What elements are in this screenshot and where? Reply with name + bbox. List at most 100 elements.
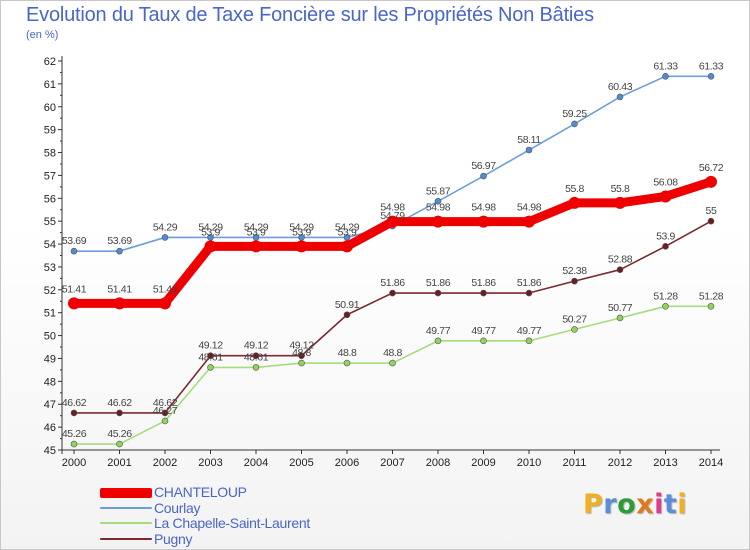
data-label-chanteloup: 51.41 xyxy=(153,283,178,295)
data-point-courlay xyxy=(616,93,624,101)
data-label-courlay: 61.33 xyxy=(699,60,724,72)
x-tick-label: 2001 xyxy=(107,457,131,469)
data-label-la-chapelle-saint-laurent: 48.8 xyxy=(292,347,311,359)
data-label-courlay: 53.69 xyxy=(107,235,132,247)
x-tick-label: 2006 xyxy=(335,457,359,469)
x-tick-label: 2011 xyxy=(563,457,587,469)
data-label-courlay: 54.29 xyxy=(198,221,223,233)
data-point-pugny xyxy=(207,352,214,360)
data-label-pugny: 49.12 xyxy=(289,340,314,352)
legend-label-chanteloup: CHANTELOUP xyxy=(154,484,247,500)
data-label-courlay: 54.79 xyxy=(380,210,405,222)
data-label-courlay: 56.97 xyxy=(471,160,496,172)
data-label-courlay: 54.29 xyxy=(244,221,269,233)
data-point-pugny xyxy=(434,289,442,297)
data-point-pugny xyxy=(525,289,533,297)
data-label-courlay: 60.43 xyxy=(608,81,633,93)
data-label-pugny: 46.62 xyxy=(62,397,87,409)
data-label-pugny: 50.91 xyxy=(335,299,360,311)
data-point-courlay xyxy=(116,247,123,255)
data-point-pugny xyxy=(662,243,669,250)
data-point-pugny xyxy=(707,217,715,225)
data-label-la-chapelle-saint-laurent: 45.26 xyxy=(62,428,87,440)
data-label-chanteloup: 54.98 xyxy=(380,202,405,214)
data-point-courlay xyxy=(571,120,578,128)
logo-letter: t xyxy=(663,489,678,520)
data-point-pugny xyxy=(616,266,624,273)
data-point-chanteloup xyxy=(204,240,217,253)
data-point-chanteloup xyxy=(477,215,490,228)
y-tick-label: 58 xyxy=(44,148,56,160)
data-point-la-chapelle-saint-laurent xyxy=(571,326,578,333)
chart-title: Evolution du Taux de Taxe Foncière sur l… xyxy=(26,4,594,26)
logo-letter: i xyxy=(654,489,664,520)
data-label-chanteloup: 54.98 xyxy=(471,202,496,214)
data-point-chanteloup xyxy=(705,175,717,188)
x-tick-label: 2002 xyxy=(153,457,177,469)
data-point-courlay xyxy=(525,146,533,154)
logo-letter: i xyxy=(677,489,688,520)
data-label-la-chapelle-saint-laurent: 50.27 xyxy=(562,313,587,325)
data-point-pugny xyxy=(343,311,351,319)
data-label-chanteloup: 56.08 xyxy=(653,176,678,188)
data-point-chanteloup xyxy=(113,297,126,310)
data-point-chanteloup xyxy=(250,240,262,253)
data-point-la-chapelle-saint-laurent xyxy=(662,302,669,310)
data-label-pugny: 49.12 xyxy=(198,340,223,352)
data-point-chanteloup xyxy=(614,196,626,209)
data-label-chanteloup: 51.41 xyxy=(62,283,87,295)
data-point-courlay xyxy=(662,73,669,80)
axes: 45 46 47 48 49 50 51 52 53 54 55 56 57 58 59 60 61 62 2000… xyxy=(44,56,723,469)
data-label-pugny: 51.86 xyxy=(517,277,542,289)
data-point-la-chapelle-saint-laurent xyxy=(298,359,305,367)
data-label-la-chapelle-saint-laurent: 48.8 xyxy=(338,347,357,359)
data-label-la-chapelle-saint-laurent: 49.77 xyxy=(517,325,542,337)
data-label-chanteloup: 53.9 xyxy=(247,226,266,238)
y-tick-label: 51 xyxy=(44,308,56,320)
data-label-chanteloup: 51.41 xyxy=(107,283,132,295)
data-point-pugny xyxy=(298,352,305,360)
data-label-chanteloup: 54.98 xyxy=(426,202,451,214)
data-point-pugny xyxy=(480,289,487,297)
data-point-chanteloup xyxy=(68,297,80,310)
y-tick-label: 53 xyxy=(44,262,56,274)
x-tick-label: 2010 xyxy=(517,457,541,469)
data-point-courlay xyxy=(480,172,487,180)
logo-letter: r xyxy=(603,489,618,520)
data-point-chanteloup xyxy=(568,196,581,209)
legend-swatch-la-chapelle xyxy=(100,522,152,524)
legend-label-courlay: Courlay xyxy=(154,499,201,516)
legend-swatch-courlay xyxy=(100,506,152,509)
data-point-la-chapelle-saint-laurent xyxy=(389,359,396,367)
data-point-la-chapelle-saint-laurent xyxy=(252,364,260,371)
x-tick-label: 2009 xyxy=(471,457,495,469)
data-point-pugny xyxy=(571,277,578,285)
data-label-pugny: 51.86 xyxy=(471,277,496,289)
y-tick-label: 54 xyxy=(44,239,56,251)
data-point-chanteloup xyxy=(432,215,444,228)
data-label-pugny: 52.88 xyxy=(608,254,633,266)
data-label-chanteloup: 56.72 xyxy=(699,162,724,174)
x-tick-label: 2003 xyxy=(198,457,222,469)
data-label-pugny: 51.86 xyxy=(426,277,451,289)
y-tick-label: 52 xyxy=(44,285,56,297)
data-label-pugny: 49.12 xyxy=(244,340,269,352)
x-tick-label: 2008 xyxy=(426,457,450,469)
data-label-la-chapelle-saint-laurent: 46.27 xyxy=(153,405,178,417)
data-label-pugny: 53.9 xyxy=(656,230,675,242)
data-label-la-chapelle-saint-laurent: 49.77 xyxy=(471,325,496,337)
y-tick-label: 57 xyxy=(44,170,56,182)
data-point-la-chapelle-saint-laurent xyxy=(525,337,533,345)
x-tick-label: 2004 xyxy=(244,457,268,469)
data-labels-layer: 53.69 53.69 54.29 54.29 54.29 54.29 54.29 54.79… xyxy=(62,60,724,440)
data-point-pugny xyxy=(252,352,260,360)
data-label-la-chapelle-saint-laurent: 50.77 xyxy=(608,302,633,314)
y-tick-label: 59 xyxy=(44,125,56,137)
x-tick-label: 2000 xyxy=(62,457,86,469)
data-label-la-chapelle-saint-laurent: 45.26 xyxy=(107,428,132,440)
y-tick-label: 60 xyxy=(44,102,56,114)
legend-swatch-pugny xyxy=(100,537,152,540)
data-label-courlay: 54.29 xyxy=(153,221,178,233)
y-tick-label: 45 xyxy=(44,445,56,457)
data-label-la-chapelle-saint-laurent: 48.61 xyxy=(244,351,269,363)
